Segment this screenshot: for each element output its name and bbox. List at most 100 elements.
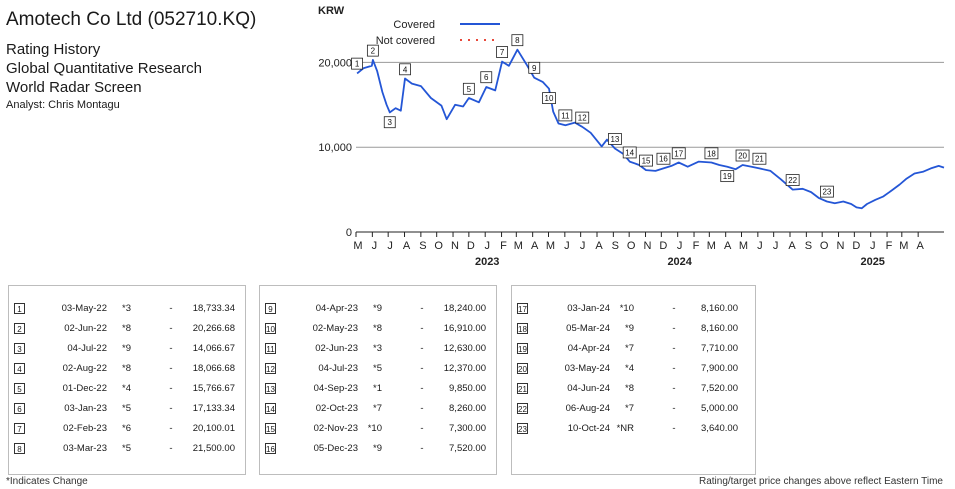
row-number: 23 <box>517 423 528 434</box>
change-date: 02-Aug-22 <box>62 363 107 374</box>
closing-price: 18,240.00 <box>443 303 486 314</box>
table-row: 11 02-Jun-23 *3 - 12,630.00 <box>260 343 496 359</box>
rating-marker-label: 8 <box>515 36 520 45</box>
rating-marker-label: 20 <box>738 152 747 161</box>
footnote-timezone: Rating/target price changes above reflec… <box>698 476 943 487</box>
target-price: - <box>169 443 173 454</box>
rating-marker-box <box>656 152 671 165</box>
change-date: 04-Jun-24 <box>567 383 610 394</box>
closing-price: 5,000.00 <box>701 403 738 414</box>
rating-value: *7 <box>373 403 382 414</box>
row-number: 17 <box>517 303 528 314</box>
row-number: 11 <box>265 343 276 354</box>
rating-marker-label: 13 <box>610 135 619 144</box>
x-tick-label: J <box>677 240 683 252</box>
target-price: - <box>672 343 676 354</box>
x-tick-label: A <box>788 240 796 252</box>
table-row: 18 05-Mar-24 *9 - 8,160.00 <box>512 323 755 339</box>
rating-marker-box <box>528 61 541 74</box>
target-price: - <box>169 303 173 314</box>
change-date: 04-Jul-22 <box>67 343 107 354</box>
x-tick-label: J <box>870 240 876 252</box>
table-row: 23 10-Oct-24 *NR - 3,640.00 <box>512 423 755 439</box>
report-header: Amotech Co Ltd (052710.KQ) Rating Histor… <box>6 0 306 113</box>
x-tick-label: A <box>724 240 732 252</box>
target-price: - <box>169 403 173 414</box>
target-price: - <box>420 363 424 374</box>
change-date: 01-Dec-22 <box>62 383 107 394</box>
table-row: 16 05-Dec-23 *9 - 7,520.00 <box>260 443 496 459</box>
table-row: 3 04-Jul-22 *9 - 14,066.67 <box>9 343 245 359</box>
rating-table-2: 9 04-Apr-23 *9 - 18,240.00 10 02-May-23 *8 - 16,9… <box>259 285 497 475</box>
table-row: 7 02-Feb-23 *6 - 20,100.01 <box>9 423 245 439</box>
target-price: - <box>420 423 424 434</box>
closing-price: 7,710.00 <box>701 343 738 354</box>
rating-marker-box <box>622 146 637 159</box>
target-price: - <box>672 383 676 394</box>
table-row: 22 06-Aug-24 *7 - 5,000.00 <box>512 403 755 419</box>
row-number: 13 <box>265 383 276 394</box>
rating-value: *7 <box>625 343 634 354</box>
change-date: 02-Oct-23 <box>315 403 358 414</box>
x-tick-label: M <box>707 240 716 252</box>
x-year-label: 2025 <box>860 256 884 268</box>
target-price: - <box>672 363 676 374</box>
x-tick-label: S <box>419 240 426 252</box>
target-price: - <box>169 423 173 434</box>
x-tick-label: M <box>899 240 908 252</box>
rating-marker-label: 3 <box>388 118 393 127</box>
rating-marker-label: 22 <box>788 176 797 185</box>
x-tick-label: M <box>739 240 748 252</box>
x-tick-label: O <box>627 240 636 252</box>
target-price: - <box>420 323 424 334</box>
rating-marker-box <box>542 92 556 105</box>
target-price: - <box>420 403 424 414</box>
change-date: 05-Mar-24 <box>566 323 610 334</box>
rating-marker-box <box>608 133 622 145</box>
x-tick-label: J <box>564 240 570 252</box>
rating-value: *10 <box>619 303 634 314</box>
change-date: 10-Oct-24 <box>567 423 610 434</box>
closing-price: 7,300.00 <box>449 423 486 434</box>
change-date: 03-May-22 <box>61 303 107 314</box>
closing-price: 21,500.00 <box>192 443 235 454</box>
x-tick-label: J <box>580 240 586 252</box>
table-row: 8 03-Mar-23 *5 - 21,500.00 <box>9 443 245 459</box>
x-tick-label: J <box>387 240 393 252</box>
rating-table-3: 17 03-Jan-24 *10 - 8,160.00 18 05-Mar-24 *9 - 8,1… <box>511 285 756 475</box>
rating-value: *10 <box>367 423 382 434</box>
x-tick-label: N <box>451 240 459 252</box>
rating-marker-label: 7 <box>500 48 505 57</box>
rating-value: *4 <box>625 363 634 374</box>
x-tick-label: M <box>546 240 555 252</box>
rating-marker-label: 10 <box>545 94 554 103</box>
closing-price: 9,850.00 <box>449 383 486 394</box>
closing-price: 7,900.00 <box>701 363 738 374</box>
row-number: 4 <box>14 363 25 374</box>
row-number: 6 <box>14 403 25 414</box>
target-price: - <box>672 323 676 334</box>
footnote-change: *Indicates Change <box>6 476 88 487</box>
legend-label-covered: Covered <box>393 19 435 31</box>
rating-marker-box <box>462 82 475 95</box>
change-date: 03-Jan-24 <box>567 303 610 314</box>
closing-price: 18,066.68 <box>192 363 235 374</box>
rating-value: *3 <box>122 303 131 314</box>
x-tick-label: J <box>484 240 490 252</box>
target-price: - <box>169 323 173 334</box>
rating-marker-box <box>399 63 411 76</box>
rating-value: *6 <box>122 423 131 434</box>
x-tick-label: J <box>372 240 378 252</box>
change-date: 04-Jul-23 <box>318 363 358 374</box>
rating-marker-box <box>383 116 396 129</box>
row-number: 8 <box>14 443 25 454</box>
rating-marker-label: 4 <box>403 65 408 74</box>
target-price: - <box>169 343 173 354</box>
x-tick-label: A <box>916 240 924 252</box>
rating-marker-box <box>785 174 800 187</box>
closing-price: 8,160.00 <box>701 303 738 314</box>
rating-value: *NR <box>616 423 634 434</box>
closing-price: 8,260.00 <box>449 403 486 414</box>
rating-marker-label: 18 <box>707 149 716 158</box>
rating-marker-box <box>752 152 767 165</box>
